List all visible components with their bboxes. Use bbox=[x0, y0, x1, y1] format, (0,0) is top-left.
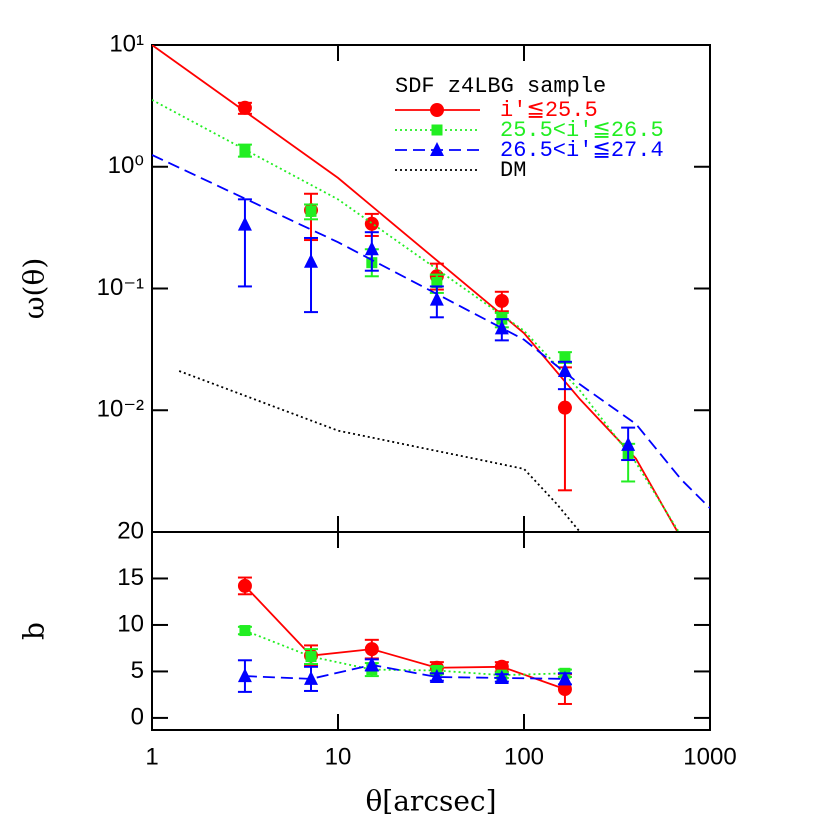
series-line bbox=[244, 629, 565, 677]
y-tick-label: 10⁻¹ bbox=[97, 274, 144, 301]
marker bbox=[494, 293, 509, 308]
y-tick-label: 10⁻² bbox=[97, 396, 144, 423]
series-line bbox=[244, 664, 565, 680]
y-axis-label: ω(θ) bbox=[18, 258, 51, 320]
series-line bbox=[152, 154, 710, 509]
marker bbox=[364, 656, 379, 671]
marker bbox=[557, 682, 572, 697]
legend-marker bbox=[430, 103, 444, 117]
marker bbox=[239, 145, 251, 157]
legend-label: 25.5<i'≦26.5 bbox=[500, 118, 664, 143]
plot-frame bbox=[151, 531, 711, 731]
y-tick-label: 10⁰ bbox=[108, 152, 144, 179]
marker bbox=[237, 578, 252, 593]
series-line bbox=[178, 370, 581, 532]
legend-marker bbox=[430, 142, 444, 156]
series-line bbox=[152, 45, 679, 532]
marker bbox=[431, 277, 443, 289]
y-tick-label: 15 bbox=[117, 564, 144, 591]
x-tick-label: 100 bbox=[504, 743, 544, 770]
legend-title: SDF z4LBG sample bbox=[395, 74, 606, 99]
marker bbox=[559, 352, 571, 364]
marker bbox=[305, 651, 317, 663]
marker bbox=[237, 100, 252, 115]
marker bbox=[429, 291, 444, 306]
y-tick-label: 0 bbox=[131, 703, 144, 730]
x-tick-label: 1 bbox=[145, 743, 158, 770]
marker bbox=[557, 400, 572, 415]
error-bar bbox=[304, 236, 319, 314]
error-bar bbox=[237, 198, 252, 288]
legend-label: 26.5<i'≦27.4 bbox=[500, 138, 664, 163]
marker bbox=[494, 669, 509, 684]
series-line bbox=[244, 585, 566, 690]
x-tick-label: 10 bbox=[325, 743, 352, 770]
marker bbox=[557, 363, 572, 378]
marker bbox=[239, 625, 251, 637]
marker bbox=[429, 669, 444, 684]
y-tick-label: 10¹ bbox=[109, 30, 144, 57]
y-axis-label: b bbox=[18, 622, 51, 640]
x-tick-label: 1000 bbox=[683, 743, 736, 770]
y-tick-label: 10 bbox=[117, 610, 144, 637]
marker bbox=[364, 216, 379, 231]
marker bbox=[304, 670, 319, 685]
legend-marker bbox=[431, 124, 443, 136]
series-line bbox=[152, 99, 680, 532]
marker bbox=[237, 216, 252, 231]
marker bbox=[494, 320, 509, 335]
marker bbox=[621, 436, 636, 451]
legend-label: i'≦25.5 bbox=[500, 98, 598, 123]
marker bbox=[305, 205, 317, 217]
marker bbox=[557, 670, 572, 685]
marker bbox=[304, 253, 319, 268]
x-axis-label: θ[arcsec] bbox=[365, 785, 496, 818]
y-tick-label: 20 bbox=[117, 517, 144, 544]
marker bbox=[364, 642, 379, 657]
y-tick-label: 5 bbox=[131, 657, 144, 684]
marker bbox=[364, 241, 379, 256]
legend-label: DM bbox=[500, 158, 526, 183]
marker bbox=[237, 668, 252, 683]
